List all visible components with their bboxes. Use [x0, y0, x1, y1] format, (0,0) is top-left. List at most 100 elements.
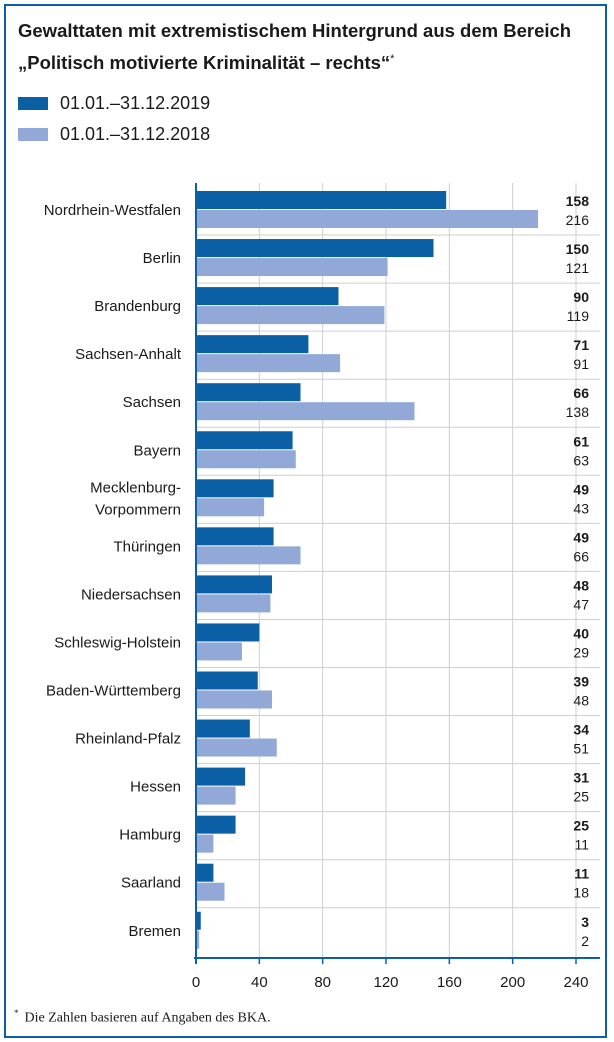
- value-label-2018: 48: [573, 693, 589, 709]
- title-footnote-mark: *: [390, 53, 395, 65]
- value-label-2019: 48: [573, 577, 589, 593]
- bar-2018: [197, 306, 385, 325]
- category-label: Nordrhein-Westfalen: [44, 202, 181, 219]
- bar-2018: [197, 834, 214, 853]
- value-label-2019: 71: [573, 337, 589, 353]
- x-tick-label: 0: [192, 974, 200, 991]
- bar-2019: [197, 623, 260, 642]
- value-label-2019: 158: [566, 193, 590, 209]
- bar-2019: [197, 815, 236, 834]
- bar-2018: [197, 258, 388, 277]
- bar-2018: [197, 690, 272, 709]
- value-label-2018: 11: [574, 837, 589, 853]
- category-label: Baden-Württemberg: [46, 683, 181, 700]
- bar-2019: [197, 191, 447, 209]
- x-tick-label: 40: [251, 974, 268, 991]
- category-label: Brandenburg: [94, 298, 181, 315]
- x-tick-label: 200: [500, 974, 525, 991]
- value-label-2018: 43: [573, 500, 589, 516]
- bar-2019: [197, 767, 246, 786]
- footnote-mark: *: [14, 1008, 19, 1018]
- value-label-2019: 61: [573, 433, 589, 449]
- category-label: Vorpommern: [95, 501, 181, 518]
- value-label-2019: 150: [566, 241, 590, 257]
- bar-2019: [197, 911, 201, 930]
- bar-2018: [197, 210, 538, 228]
- value-label-2018: 138: [566, 404, 590, 420]
- value-label-2018: 29: [573, 644, 589, 660]
- bar-2019: [197, 527, 274, 546]
- category-label: Rheinland-Pfalz: [75, 731, 181, 748]
- category-label: Thüringen: [113, 538, 181, 555]
- category-label: Schleswig-Holstein: [54, 634, 181, 651]
- category-label: Bremen: [128, 923, 181, 940]
- footnote-text: Die Zahlen basieren auf Angaben des BKA.: [24, 1010, 271, 1026]
- value-label-2019: 11: [574, 866, 589, 882]
- value-label-2018: 66: [573, 548, 589, 564]
- value-label-2019: 25: [573, 818, 589, 834]
- category-label: Sachsen: [123, 394, 181, 411]
- bar-2019: [197, 863, 214, 882]
- bar-2018: [197, 786, 236, 805]
- chart-title: Gewalttaten mit extremistischem Hintergr…: [18, 16, 603, 77]
- bar-2019: [197, 431, 293, 450]
- bar-2018: [197, 642, 242, 661]
- value-label-2018: 216: [566, 212, 590, 228]
- x-tick-label: 120: [373, 974, 398, 991]
- x-tick-label: 160: [437, 974, 462, 991]
- bar-2018: [197, 738, 277, 757]
- value-label-2019: 3: [581, 914, 589, 930]
- legend-label-2019: 01.01.–31.12.2019: [60, 92, 211, 113]
- category-label: Sachsen-Anhalt: [75, 346, 182, 363]
- value-label-2019: 49: [573, 481, 589, 497]
- value-label-2018: 47: [573, 596, 589, 612]
- bar-2018: [197, 882, 225, 901]
- value-label-2018: 25: [573, 789, 589, 805]
- title-line-2: „Politisch motivierte Kriminalität – rec…: [18, 52, 391, 74]
- value-label-2019: 49: [573, 529, 589, 545]
- category-label: Hessen: [130, 779, 181, 796]
- legend-item-2019: 01.01.–31.12.2019: [18, 91, 210, 115]
- bar-2018: [197, 450, 296, 469]
- category-label: Saarland: [121, 875, 181, 892]
- footnote: * Die Zahlen basieren auf Angaben des BKA…: [14, 1008, 271, 1027]
- bar-2018: [197, 354, 341, 373]
- value-label-2018: 91: [573, 356, 589, 372]
- value-label-2019: 90: [573, 289, 589, 305]
- category-label: Bayern: [133, 442, 181, 459]
- bar-2018: [197, 594, 271, 613]
- x-tick-label: 80: [314, 974, 331, 991]
- bar-2019: [197, 383, 301, 402]
- value-label-2018: 2: [581, 933, 589, 949]
- title-line-1: Gewalttaten mit extremistischem Hintergr…: [18, 20, 572, 41]
- category-label: Berlin: [143, 250, 181, 267]
- bar-chart: 0 40 80 120 160 200 240Nordrhein-Westfalen1582…: [44, 183, 600, 991]
- value-label-2019: 66: [573, 385, 589, 401]
- legend-item-2018: 01.01.–31.12.2018: [18, 122, 210, 146]
- value-label-2018: 121: [566, 260, 590, 276]
- value-label-2018: 119: [567, 308, 590, 324]
- bar-2019: [197, 335, 309, 354]
- value-label-2019: 34: [573, 722, 589, 738]
- bar-2019: [197, 287, 339, 306]
- bar-2018: [197, 930, 200, 949]
- legend-swatch-2019: [18, 96, 48, 110]
- value-label-2018: 63: [573, 452, 589, 468]
- bar-2018: [197, 546, 301, 565]
- value-label-2018: 51: [573, 741, 589, 757]
- bar-2018: [197, 402, 415, 421]
- legend-label-2018: 01.01.–31.12.2018: [60, 123, 211, 144]
- category-label: Mecklenburg-: [90, 479, 181, 496]
- legend-swatch-2018: [18, 127, 48, 141]
- bar-2019: [197, 671, 258, 690]
- chart-frame: [4, 4, 607, 1038]
- bar-2019: [197, 575, 272, 594]
- value-label-2019: 40: [573, 625, 589, 641]
- value-label-2019: 39: [573, 674, 589, 690]
- value-label-2019: 31: [573, 770, 589, 786]
- bar-2018: [197, 498, 265, 517]
- value-label-2018: 18: [573, 885, 589, 901]
- bar-2019: [197, 719, 250, 738]
- bar-2019: [197, 239, 434, 258]
- category-label: Hamburg: [119, 827, 181, 844]
